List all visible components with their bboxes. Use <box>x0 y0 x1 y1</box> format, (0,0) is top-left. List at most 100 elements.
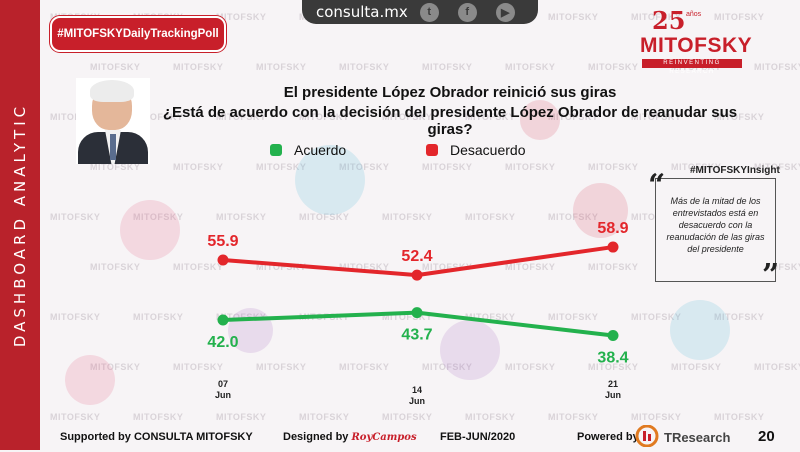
watermark-text: MITOFSKY <box>422 62 473 72</box>
watermark-text: MITOFSKY <box>588 162 639 172</box>
watermark-text: MITOFSKY <box>548 212 599 222</box>
data-point-acuerdo <box>411 307 423 319</box>
watermark-text: MITOFSKY <box>631 312 682 322</box>
chart-title: El presidente López Obrador reinició sus… <box>283 84 617 101</box>
x-tick-day: 07 <box>218 379 228 389</box>
virus-splat <box>572 182 628 238</box>
twitter-icon[interactable]: t <box>419 2 439 22</box>
data-point-desacuerdo <box>411 269 423 281</box>
legend-acuerdo: Acuerdo <box>270 142 346 158</box>
watermark-text: MITOFSKY <box>631 412 682 422</box>
logo-anniversary-number: 25 <box>652 6 686 35</box>
x-tick-month: Jun <box>215 390 231 400</box>
watermark-text: MITOFSKY <box>588 262 639 272</box>
watermark-text: MITOFSKY <box>50 212 101 222</box>
facebook-icon[interactable]: f <box>457 2 477 22</box>
legend-desacuerdo: Desacuerdo <box>426 142 526 158</box>
data-label-acuerdo: 43.7 <box>401 327 432 344</box>
tracking-poll-badge: #MITOFSKYDailyTrackingPoll <box>50 16 226 52</box>
watermark-text: MITOFSKY <box>465 112 516 122</box>
watermark-text: MITOFSKY <box>216 312 267 322</box>
virus-splat <box>670 300 730 360</box>
data-point-acuerdo <box>607 330 619 342</box>
watermark-text: MITOFSKY <box>256 262 307 272</box>
watermark-text: MITOFSKY <box>754 362 800 372</box>
insight-tag: #MITOFSKYInsight <box>690 165 780 176</box>
virus-splat <box>295 145 365 215</box>
tresearch-logo-icon <box>634 424 660 448</box>
watermark-text: MITOFSKY <box>714 312 765 322</box>
logo-anos: años <box>686 11 702 18</box>
youtube-icon[interactable]: ▶ <box>495 2 515 22</box>
sidebar <box>0 0 40 450</box>
watermark-text: MITOFSKY <box>90 262 141 272</box>
footer-tresearch: TResearch <box>664 430 731 445</box>
top-bar: consulta.mx t f ▶ <box>302 0 538 24</box>
legend-swatch-acuerdo <box>270 144 282 156</box>
watermark-text: MITOFSKY <box>299 112 350 122</box>
watermark-text: MITOFSKY <box>382 112 433 122</box>
data-point-acuerdo <box>217 314 229 326</box>
data-label-desacuerdo: 55.9 <box>207 233 238 250</box>
watermark-text: MITOFSKY <box>133 312 184 322</box>
data-point-desacuerdo <box>217 254 229 266</box>
watermark-text: MITOFSKY <box>382 212 433 222</box>
watermark-text: MITOFSKY <box>465 412 516 422</box>
footer-designed-label: Designed by <box>283 431 349 443</box>
watermark-text: MITOFSKY <box>714 12 765 22</box>
watermark-text: MITOFSKY <box>422 162 473 172</box>
footer-supported: Supported by CONSULTA MITOFSKY <box>60 431 253 443</box>
x-tick-day: 14 <box>412 385 422 395</box>
mitofsky-logo: 25 años MITOFSKY REINVENTING RESEARCH <box>640 6 752 75</box>
watermark-text: MITOFSKY <box>505 162 556 172</box>
watermark-text: MITOFSKY <box>133 112 184 122</box>
president-photo <box>76 78 150 164</box>
watermark-text: MITOFSKY <box>173 262 224 272</box>
watermark-text: MITOFSKY <box>90 62 141 72</box>
watermark-text: MITOFSKY <box>339 162 390 172</box>
footer-powered: Powered by <box>577 431 639 443</box>
virus-splat <box>227 307 273 353</box>
data-point-desacuerdo <box>607 241 619 253</box>
watermark-text: MITOFSKY <box>548 12 599 22</box>
footer-period: FEB-JUN/2020 <box>440 431 516 443</box>
watermark-text: MITOFSKY <box>465 212 516 222</box>
watermark-text: MITOFSKY <box>382 412 433 422</box>
legend-label-desacuerdo: Desacuerdo <box>450 142 526 158</box>
x-tick-month: Jun <box>409 396 425 406</box>
watermark-text: MITOFSKY <box>133 412 184 422</box>
watermark-text: MITOFSKY <box>216 12 267 22</box>
watermark-text: MITOFSKY <box>256 362 307 372</box>
watermark-text: MITOFSKY <box>505 362 556 372</box>
watermark-text: MITOFSKY <box>714 412 765 422</box>
x-tick-month: Jun <box>605 390 621 400</box>
logo-tagline: REINVENTING RESEARCH <box>642 59 742 75</box>
watermark-text: MITOFSKY <box>505 62 556 72</box>
close-quote-icon: ” <box>762 258 780 293</box>
virus-splat <box>65 355 115 405</box>
watermark-text: MITOFSKY <box>339 262 390 272</box>
watermark-text: MITOFSKY <box>465 312 516 322</box>
site-link[interactable]: consulta.mx <box>316 3 408 21</box>
watermark-text: MITOFSKY <box>714 112 765 122</box>
data-label-acuerdo: 38.4 <box>597 350 628 367</box>
watermark-text: MITOFSKY <box>133 212 184 222</box>
watermark-text: MITOFSKY <box>90 362 141 372</box>
page-number: 20 <box>758 428 775 445</box>
watermark-text: MITOFSKY <box>216 412 267 422</box>
watermark-text: MITOFSKY <box>548 312 599 322</box>
watermark-text: MITOFSKY <box>256 162 307 172</box>
watermark-text: MITOFSKY <box>299 212 350 222</box>
watermark-text: MITOFSKY <box>548 412 599 422</box>
footer-designed: Designed by RoyCampos <box>283 431 417 443</box>
watermark-text: MITOFSKY <box>754 262 800 272</box>
insight-text: Más de la mitad de los entrevistados est… <box>666 196 765 254</box>
watermark-text: MITOFSKY <box>754 162 800 172</box>
watermark-text: MITOFSKY <box>216 212 267 222</box>
watermark-text: MITOFSKY <box>173 362 224 372</box>
footer-designer: RoyCampos <box>351 432 417 443</box>
watermark-text: MITOFSKY <box>339 362 390 372</box>
watermark-text: MITOFSKY <box>339 62 390 72</box>
